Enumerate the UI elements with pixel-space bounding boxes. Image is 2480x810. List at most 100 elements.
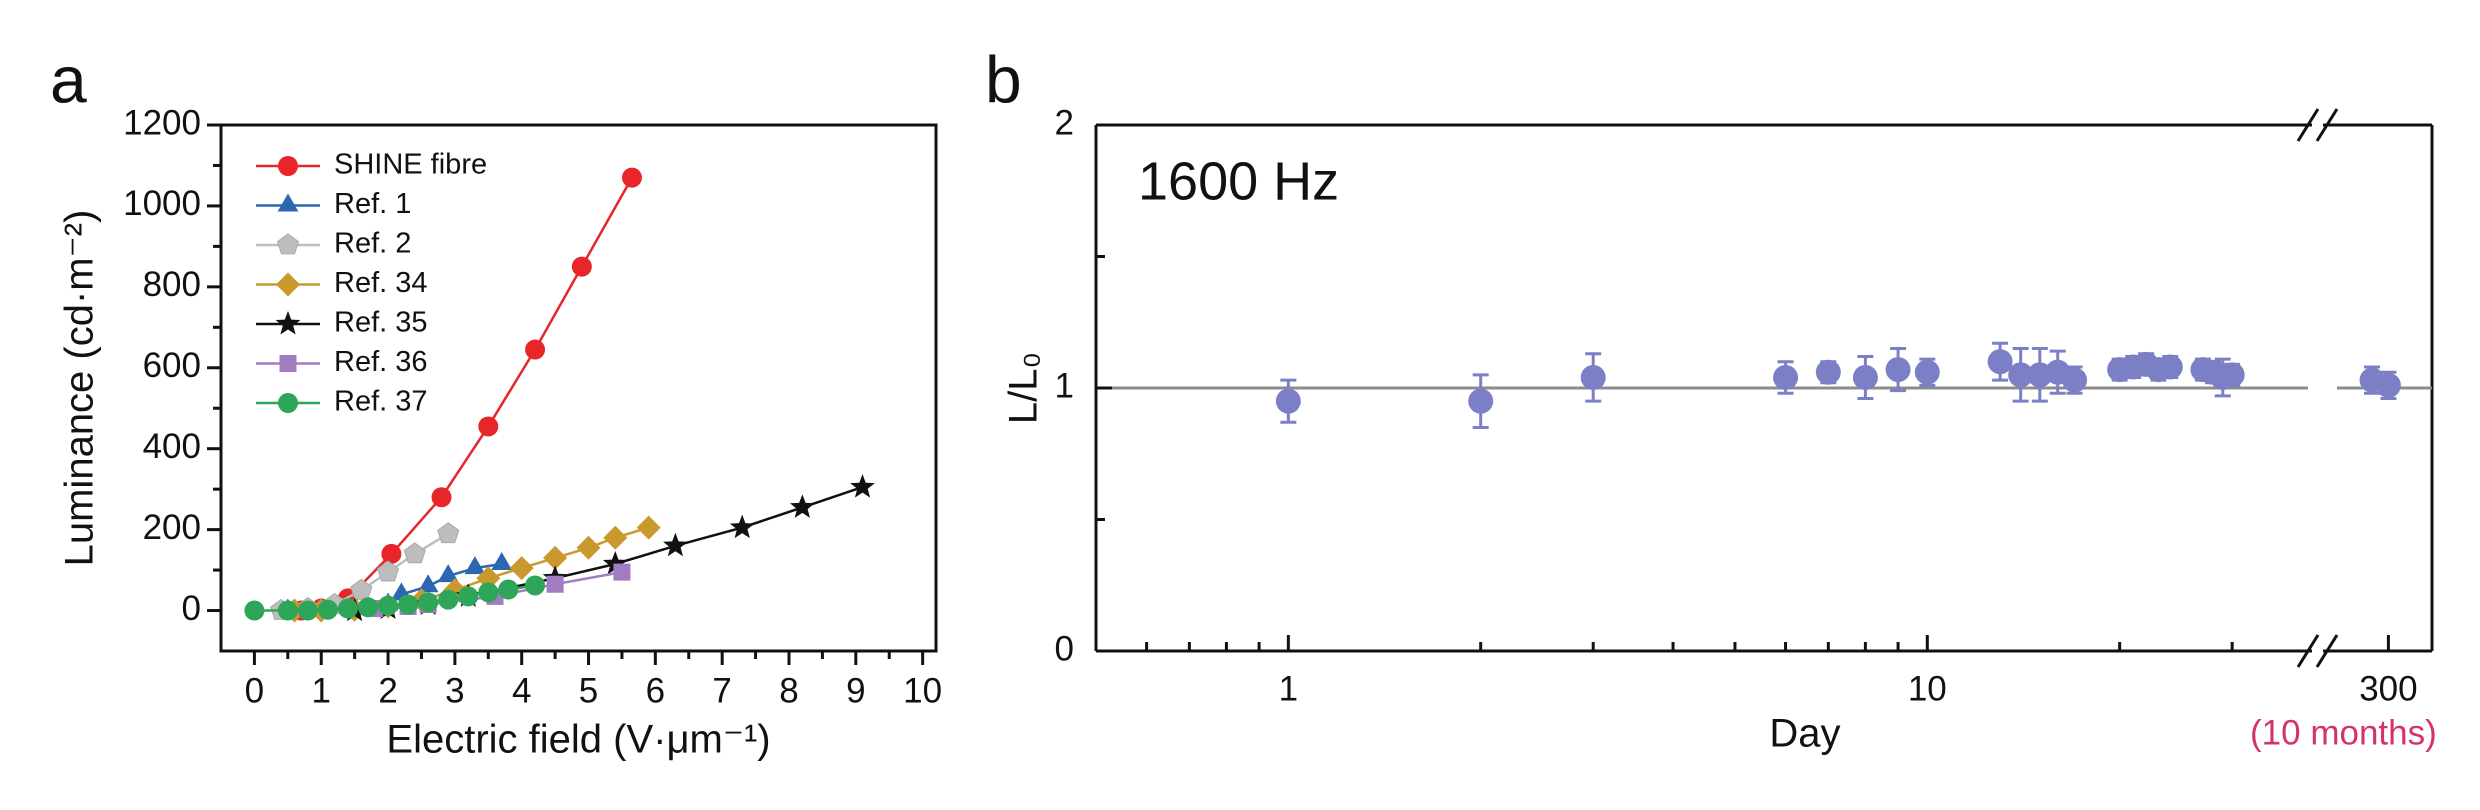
x2-annotation: (10 months) <box>2250 713 2437 752</box>
legend-marker <box>277 193 299 212</box>
x-tick-label: 1 <box>311 671 330 710</box>
axis-break <box>2315 108 2339 142</box>
legend-label: Ref. 34 <box>334 267 428 299</box>
data-point <box>317 599 338 620</box>
data-point <box>1914 359 1940 385</box>
data-point <box>337 598 358 619</box>
data-point <box>636 515 661 540</box>
data-point <box>2375 372 2401 398</box>
legend-label: SHINE fibre <box>334 149 487 181</box>
data-point <box>398 594 419 615</box>
x-tick-label: 8 <box>779 671 798 710</box>
y-tick-label: 0 <box>182 589 201 628</box>
x-tick-label: 10 <box>903 671 942 710</box>
y-tick-label: 600 <box>143 346 201 385</box>
data-point <box>438 589 459 610</box>
data-point <box>576 535 601 560</box>
legend-label: Ref. 36 <box>334 346 428 378</box>
data-point <box>377 560 400 582</box>
axis-break <box>2296 634 2320 668</box>
data-point <box>458 586 479 607</box>
legend-marker <box>275 311 301 335</box>
x-tick-label: 10 <box>1908 669 1947 708</box>
x-tick-label: 7 <box>712 671 731 710</box>
data-point <box>1987 349 2013 375</box>
data-point <box>358 597 379 618</box>
data-point <box>1852 364 1878 390</box>
legend-marker <box>276 272 300 297</box>
data-point <box>621 167 642 188</box>
x-tick-label: 3 <box>445 671 464 710</box>
y-tick-label: 400 <box>143 427 201 466</box>
data-point <box>613 563 631 581</box>
legend-marker <box>279 355 297 372</box>
y-tick-label: 1 <box>1055 366 1074 405</box>
data-point <box>1885 357 1911 383</box>
data-point <box>603 525 628 550</box>
plot-frame <box>219 123 938 653</box>
data-point <box>350 578 373 600</box>
data-point <box>729 514 755 539</box>
data-point <box>277 600 298 621</box>
data-point <box>602 551 628 575</box>
data-point <box>850 474 875 498</box>
y-tick-label: 1000 <box>123 184 201 223</box>
x2-tick-label: 300 <box>2359 669 2417 708</box>
data-point <box>2008 362 2034 388</box>
data-point <box>491 552 512 570</box>
x-tick-label: 6 <box>646 671 665 710</box>
x-tick-label: 0 <box>245 671 264 710</box>
data-point <box>2062 367 2088 393</box>
data-point <box>571 256 592 277</box>
annotation: 1600 Hz <box>1138 151 1339 211</box>
data-point <box>381 543 402 564</box>
data-point <box>244 600 265 621</box>
data-point <box>297 600 318 621</box>
x-tick-label: 1 <box>1279 669 1298 708</box>
data-point <box>1275 388 1301 414</box>
x-tick-label: 4 <box>512 671 531 710</box>
panel-label: b <box>985 42 1022 116</box>
axis-break <box>2315 634 2339 668</box>
y-tick-label: 1200 <box>123 103 201 142</box>
data-point <box>1815 359 1841 385</box>
panel-label: a <box>50 42 87 116</box>
data-point <box>2219 362 2245 388</box>
data-point <box>1580 364 1606 390</box>
data-point <box>478 416 499 437</box>
legend-marker <box>278 156 298 176</box>
y-axis-label: L/L₀ <box>1002 352 1046 424</box>
x-tick-label: 9 <box>846 671 865 710</box>
data-point <box>437 522 460 544</box>
legend-label: Ref. 35 <box>334 307 428 339</box>
legend-label: Ref. 37 <box>334 386 428 418</box>
x-axis-label: Day <box>1769 712 1840 756</box>
x-tick-label: 5 <box>579 671 598 710</box>
data-point <box>476 566 501 591</box>
y-axis-label: Luminance (cd·m⁻²) <box>58 210 102 567</box>
data-point <box>543 545 568 570</box>
legend-marker <box>276 233 300 255</box>
data-point <box>1468 388 1494 414</box>
y-tick-label: 0 <box>1055 629 1074 668</box>
data-point <box>417 574 439 593</box>
data-point <box>418 592 439 613</box>
y-tick-label: 2 <box>1055 103 1074 142</box>
y-tick-label: 800 <box>143 265 201 304</box>
x-tick-label: 2 <box>378 671 397 710</box>
x-axis-label: Electric field (V·μm⁻¹) <box>386 718 770 762</box>
data-point <box>790 494 815 518</box>
axis-break <box>2296 108 2320 142</box>
data-point <box>546 575 564 593</box>
data-point <box>403 542 426 564</box>
legend-label: Ref. 1 <box>334 188 411 220</box>
data-point <box>464 556 486 575</box>
y-tick-label: 200 <box>143 508 201 547</box>
data-point <box>498 579 519 600</box>
data-point <box>509 556 534 581</box>
data-point <box>431 487 452 508</box>
legend-label: Ref. 2 <box>334 228 411 260</box>
data-point <box>525 339 546 360</box>
data-point <box>437 564 459 583</box>
